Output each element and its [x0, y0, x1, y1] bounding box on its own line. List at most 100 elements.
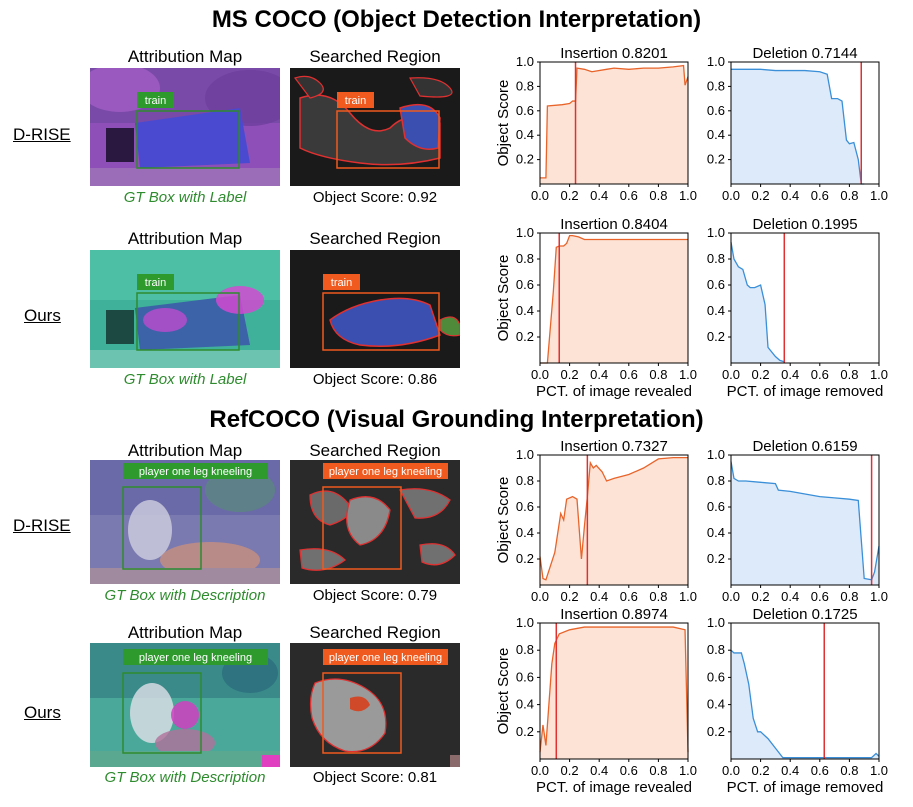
- x-tick-label: 0.0: [722, 763, 740, 778]
- x-tick-label: 1.0: [679, 589, 697, 604]
- x-tick-label: 0.4: [590, 589, 608, 604]
- plot-frame: [539, 454, 689, 586]
- x-tick-label: 1.0: [870, 188, 888, 203]
- x-tick-label: 0.8: [649, 188, 667, 203]
- plot-title: Insertion 0.8201: [560, 45, 668, 62]
- x-tick-label: 0.8: [649, 589, 667, 604]
- x-tick-label: 0.4: [590, 367, 608, 382]
- method-label: Ours: [24, 306, 61, 325]
- gt-label: player one leg kneeling: [139, 466, 252, 478]
- y-tick-label: 1.0: [516, 54, 534, 69]
- searched-region-header: Searched Region: [309, 441, 441, 460]
- x-axis-label: PCT. of image revealed: [536, 383, 692, 400]
- x-tick-label: 0.6: [811, 188, 829, 203]
- x-tick-label: 0.4: [781, 188, 799, 203]
- x-tick-label: 0.2: [561, 367, 579, 382]
- y-tick-label: 0.8: [516, 642, 534, 657]
- searched-region-image: train: [290, 250, 460, 368]
- y-tick-label: 0.4: [516, 303, 534, 318]
- x-tick-label: 0.8: [840, 188, 858, 203]
- object-score-caption: Object Score: 0.92: [312, 189, 438, 206]
- gt-caption: GT Box with Description: [104, 587, 266, 604]
- x-tick-label: 0.2: [561, 188, 579, 203]
- attribution-map-image: player one leg kneeling: [90, 460, 280, 584]
- x-tick-label: 0.0: [722, 367, 740, 382]
- x-axis-label: PCT. of image removed: [727, 779, 884, 796]
- x-tick-label: 1.0: [870, 367, 888, 382]
- x-axis-label: PCT. of image revealed: [536, 779, 692, 796]
- y-tick-label: 0.6: [707, 669, 725, 684]
- score-curve: [730, 241, 785, 363]
- y-tick-label: 0.2: [707, 551, 725, 566]
- method-label: D-RISE: [13, 125, 71, 144]
- gt-caption: GT Box with Description: [104, 769, 266, 786]
- score-curve: [540, 64, 689, 179]
- searched-region-header: Searched Region: [309, 229, 441, 248]
- x-tick-label: 0.0: [531, 367, 549, 382]
- score-curve: [539, 626, 689, 753]
- y-tick-label: 0.6: [707, 277, 725, 292]
- x-tick-label: 0.6: [620, 367, 638, 382]
- plot-frame: [730, 622, 880, 760]
- curve-area: [540, 65, 688, 184]
- y-tick-label: 0.2: [516, 551, 534, 566]
- x-tick-label: 0.6: [620, 188, 638, 203]
- attribution-map-header: Attribution Map: [127, 441, 243, 460]
- x-tick-label: 0.0: [722, 589, 740, 604]
- score-curve: [540, 234, 688, 364]
- x-tick-label: 0.4: [781, 367, 799, 382]
- y-axis-label: Object Score: [495, 80, 512, 167]
- x-tick-label: 0.2: [752, 763, 770, 778]
- x-tick-label: 0.0: [531, 589, 549, 604]
- searched-region-header: Searched Region: [309, 47, 441, 66]
- curve-area: [540, 235, 688, 363]
- curve-area: [731, 650, 879, 759]
- attribution-map-image: train: [90, 250, 280, 368]
- y-tick-label: 1.0: [516, 447, 534, 462]
- score-curve: [731, 68, 865, 185]
- searched-region-image: player one leg kneeling: [290, 643, 460, 767]
- y-tick-label: 0.8: [707, 642, 725, 657]
- curve-area: [731, 461, 879, 585]
- plot-title: Insertion 0.8404: [560, 216, 668, 233]
- y-tick-label: 0.6: [516, 277, 534, 292]
- y-tick-label: 1.0: [516, 225, 534, 240]
- y-tick-label: 0.6: [707, 499, 725, 514]
- x-tick-label: 0.4: [590, 763, 608, 778]
- plot-title: Deletion 0.1725: [752, 606, 857, 623]
- y-tick-label: 0.2: [516, 152, 534, 167]
- curve-area: [540, 457, 688, 585]
- x-tick-label: 0.6: [811, 589, 829, 604]
- object-score-caption: Object Score: 0.81: [312, 769, 438, 786]
- plot-frame: [539, 61, 689, 185]
- x-tick-label: 1.0: [679, 367, 697, 382]
- curve-area: [540, 627, 688, 759]
- plot-frame: [730, 232, 880, 364]
- x-tick-label: 1.0: [679, 763, 697, 778]
- x-tick-label: 0.4: [781, 763, 799, 778]
- y-tick-label: 0.6: [516, 669, 534, 684]
- plot-title: Insertion 0.8974: [560, 606, 668, 623]
- y-tick-label: 0.8: [516, 78, 534, 93]
- x-tick-label: 0.8: [840, 589, 858, 604]
- gt-label: player one leg kneeling: [139, 652, 252, 664]
- score-curve: [730, 461, 880, 581]
- method-label: D-RISE: [13, 516, 71, 535]
- x-tick-label: 0.8: [840, 367, 858, 382]
- y-tick-label: 0.4: [516, 127, 534, 142]
- y-tick-label: 0.2: [707, 152, 725, 167]
- x-tick-label: 0.6: [620, 763, 638, 778]
- x-tick-label: 0.6: [620, 589, 638, 604]
- attribution-map-image: train: [90, 68, 280, 186]
- searched-region-header: Searched Region: [309, 623, 441, 642]
- gt-label: player one leg kneeling: [329, 466, 442, 478]
- y-tick-label: 0.8: [707, 251, 725, 266]
- y-axis-label: Object Score: [495, 255, 512, 342]
- section-title-mscoco: MS COCO (Object Detection Interpretation…: [211, 6, 702, 33]
- y-tick-label: 1.0: [516, 615, 534, 630]
- y-tick-label: 0.4: [516, 697, 534, 712]
- x-tick-label: 0.2: [752, 589, 770, 604]
- x-tick-label: 0.2: [752, 367, 770, 382]
- object-score-caption: Object Score: 0.79: [312, 587, 438, 604]
